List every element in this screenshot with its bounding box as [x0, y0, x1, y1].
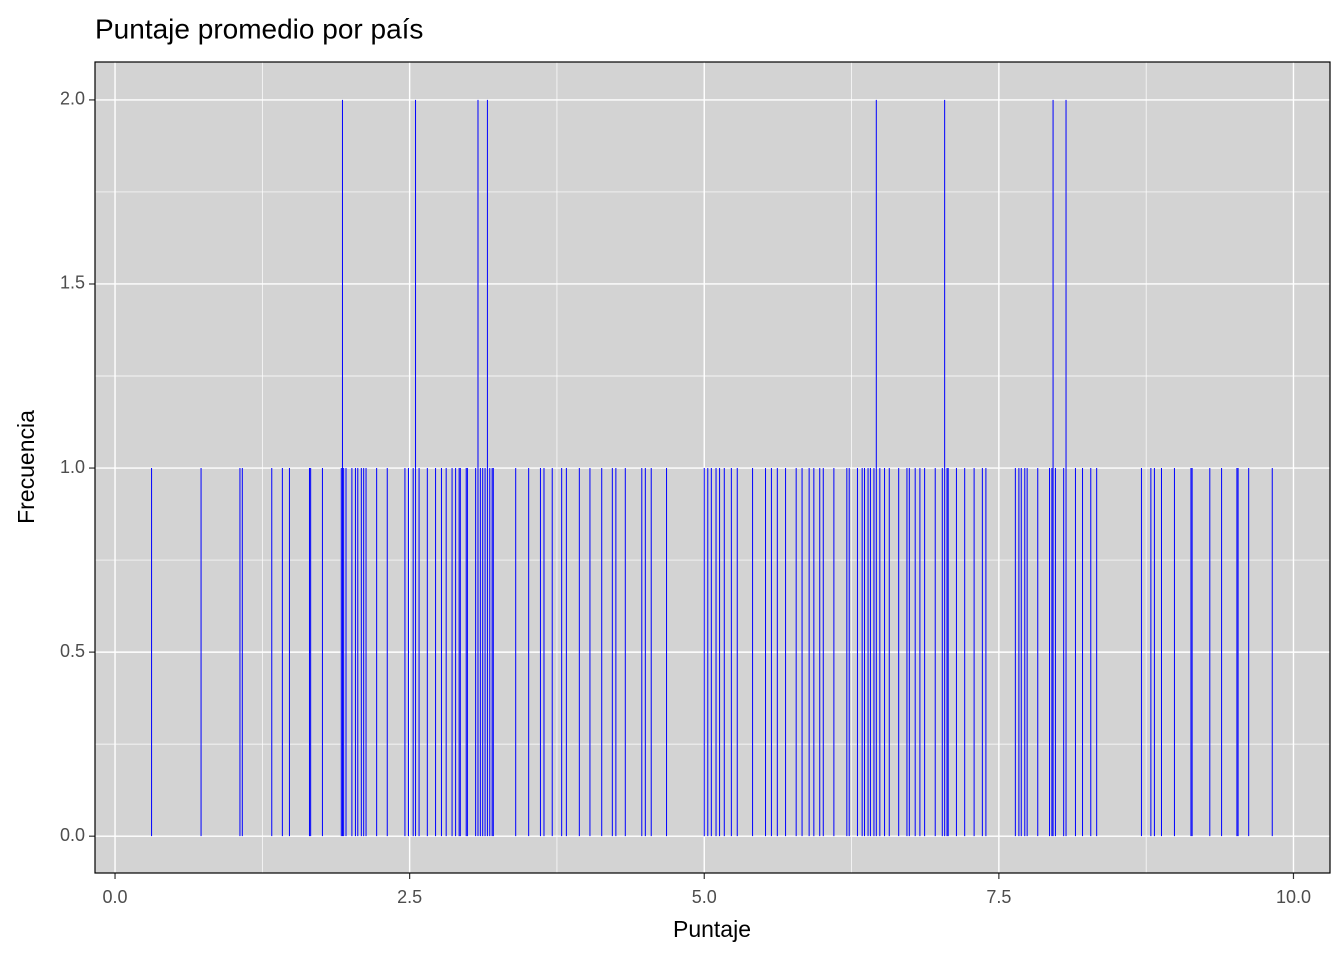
- y-tick-label: 2.0: [60, 89, 85, 109]
- panel-border: [94, 61, 1331, 874]
- y-tick-label: 0.5: [60, 641, 85, 661]
- x-tick-label: 0.0: [103, 887, 128, 907]
- y-axis-title: Frecuencia: [13, 410, 39, 524]
- chart-title: Puntaje promedio por país: [95, 13, 423, 44]
- x-tick-label: 10.0: [1276, 887, 1311, 907]
- x-tick-label: 5.0: [692, 887, 717, 907]
- x-axis-title: Puntaje: [673, 916, 751, 942]
- y-tick-label: 0.0: [60, 825, 85, 845]
- y-tick-label: 1.0: [60, 457, 85, 477]
- y-tick-label: 1.5: [60, 273, 85, 293]
- x-tick-label: 2.5: [397, 887, 422, 907]
- x-tick-label: 7.5: [986, 887, 1011, 907]
